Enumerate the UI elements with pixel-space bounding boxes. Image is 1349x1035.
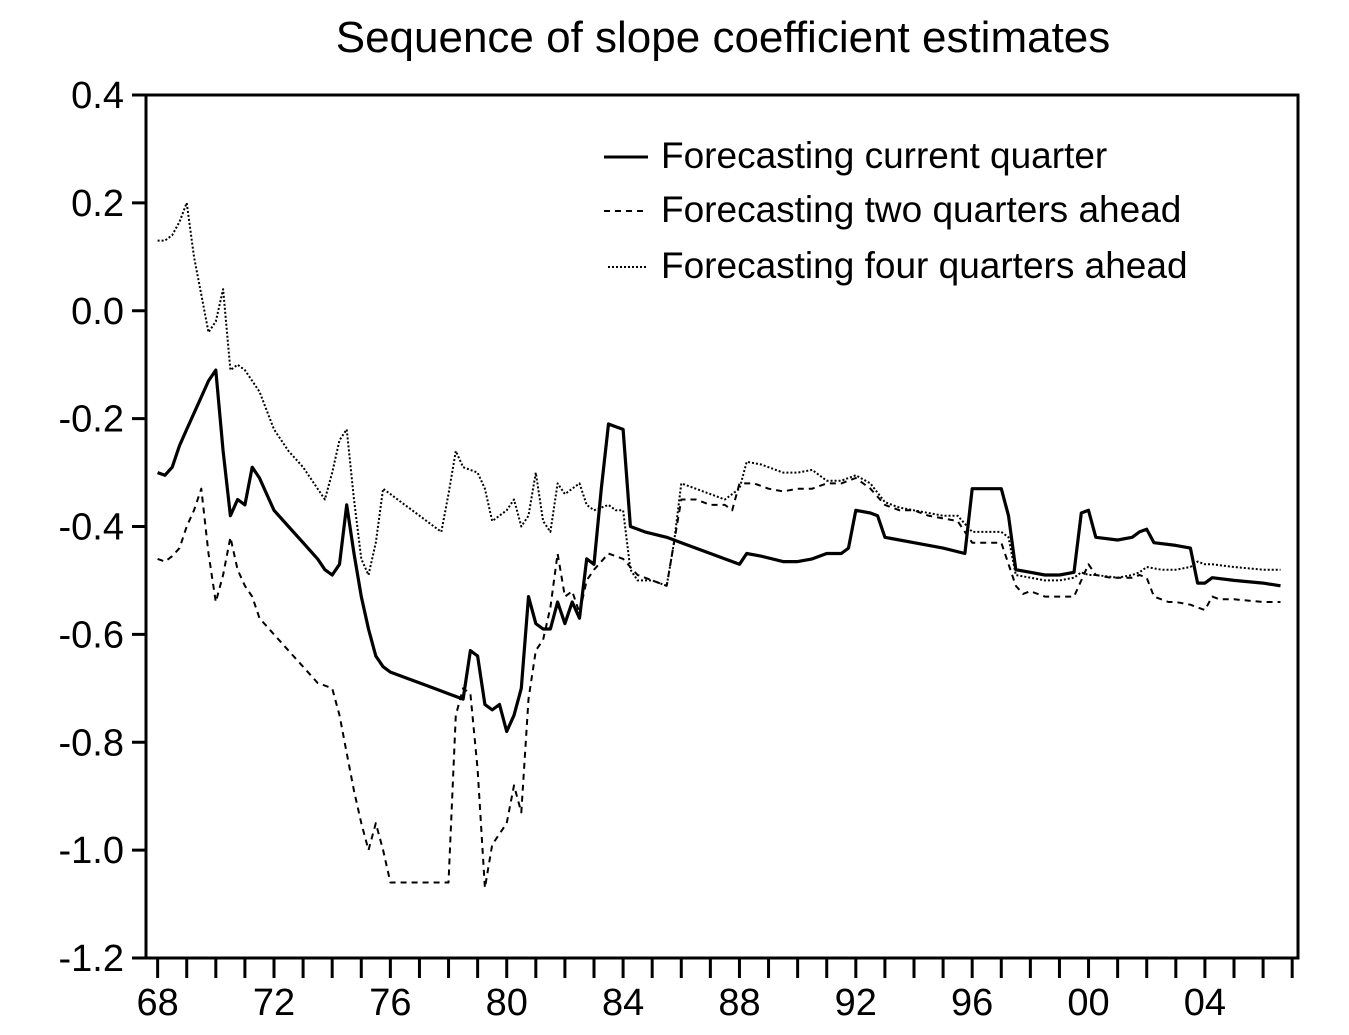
series-layer <box>157 201 1281 889</box>
y-tick-label: 0.2 <box>71 183 124 225</box>
x-tick-label: 76 <box>369 982 411 1024</box>
x-tick-label: 88 <box>718 982 760 1024</box>
legend-label-two-quarters: Forecasting two quarters ahead <box>661 189 1181 230</box>
y-tick-label: -1.2 <box>59 938 124 980</box>
legend-background <box>596 128 1236 298</box>
y-tick-label: -1.0 <box>59 830 124 872</box>
x-tick-label: 84 <box>602 982 644 1024</box>
y-tick-label: 0.0 <box>71 291 124 333</box>
y-tick-label: -0.4 <box>59 507 124 549</box>
x-tick-label: 72 <box>253 982 295 1024</box>
axes-layer: 0.4 0.2 0.0 -0.2 -0.4 -0.6 -0.8 -1.0 -1.2 68 72 76 8… <box>59 75 1294 1024</box>
series-two-quarters-ahead <box>157 477 1281 889</box>
x-tick-label: 04 <box>1184 982 1226 1024</box>
x-tick-label: 96 <box>951 982 993 1024</box>
y-tick-label: 0.4 <box>71 75 124 117</box>
y-tick-label: -0.8 <box>59 722 124 764</box>
x-tick-label: 00 <box>1067 982 1109 1024</box>
chart-title: Sequence of slope coefficient estimates <box>336 13 1111 62</box>
x-tick-label: 92 <box>835 982 877 1024</box>
legend-label-four-quarters: Forecasting four quarters ahead <box>661 245 1188 286</box>
y-tick-label: -0.6 <box>59 614 124 656</box>
x-tick-label: 68 <box>136 982 178 1024</box>
legend: Forecasting current quarter Forecasting … <box>596 128 1236 298</box>
x-tick-label: 80 <box>486 982 528 1024</box>
y-tick-label: -0.2 <box>59 399 124 441</box>
series-current-quarter <box>157 368 1281 734</box>
legend-label-current-quarter: Forecasting current quarter <box>661 135 1107 176</box>
